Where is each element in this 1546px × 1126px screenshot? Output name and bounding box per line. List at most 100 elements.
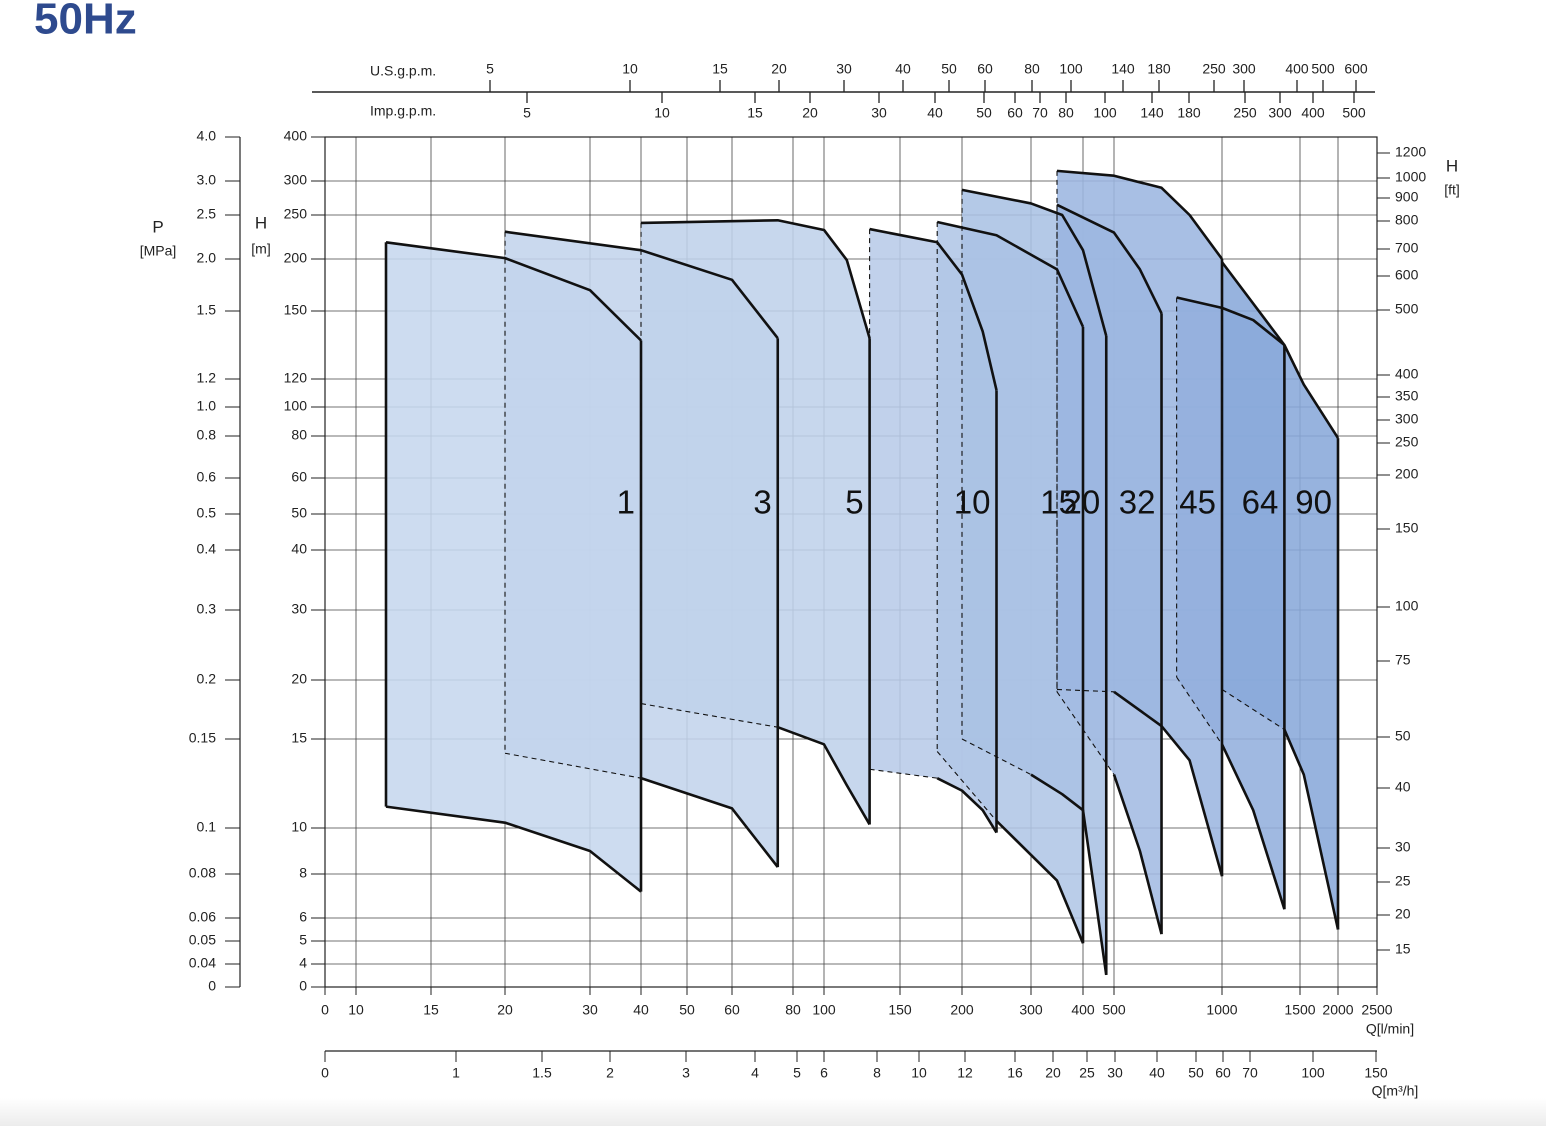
y2-tick-label: 25 bbox=[1395, 873, 1411, 889]
bottom-tick-label: 25 bbox=[1079, 1065, 1095, 1081]
top-tick-label: 180 bbox=[1147, 61, 1171, 77]
pump-area bbox=[641, 220, 870, 825]
y-tick-label: 0 bbox=[299, 978, 307, 994]
y2-tick-label: 40 bbox=[1395, 779, 1411, 795]
top-tick-label: 180 bbox=[1177, 105, 1201, 121]
y-tick-label: 400 bbox=[284, 128, 308, 144]
y-tick-label: 200 bbox=[284, 250, 308, 266]
p-tick-label: 1.5 bbox=[197, 302, 217, 318]
y-tick-label: 50 bbox=[291, 505, 307, 521]
top-tick-label: 50 bbox=[941, 61, 957, 77]
pump-min-curve bbox=[936, 776, 998, 834]
x-tick-label: 20 bbox=[497, 1002, 513, 1018]
pump-max-curve bbox=[936, 220, 1085, 328]
x-tick-label: 150 bbox=[888, 1002, 912, 1018]
top-tick-label: 60 bbox=[1007, 105, 1023, 121]
top-tick-label: 15 bbox=[712, 61, 728, 77]
bottom-tick-label: 6 bbox=[820, 1065, 828, 1081]
pump-min-curve bbox=[640, 776, 779, 868]
bottom-tick-label: 3 bbox=[682, 1065, 690, 1081]
y-tick-label: 5 bbox=[299, 932, 307, 948]
pump-min-curve-dashed bbox=[1056, 688, 1115, 693]
x-tick-label: 300 bbox=[1019, 1002, 1043, 1018]
pump-max-curve bbox=[961, 188, 1108, 337]
p-tick-label: 3.0 bbox=[197, 172, 217, 188]
pump-max-curve bbox=[1220, 261, 1340, 439]
y-tick-label: 300 bbox=[284, 172, 308, 188]
y-tick-label: 15 bbox=[291, 730, 307, 746]
p-tick-label: 2.5 bbox=[197, 206, 217, 222]
top-tick-label: 300 bbox=[1268, 105, 1292, 121]
top-tick-label: 50 bbox=[976, 105, 992, 121]
p-tick-label: 0.3 bbox=[197, 601, 217, 617]
bottom-tick-label: 1.5 bbox=[532, 1065, 552, 1081]
top-tick-label: 500 bbox=[1342, 105, 1366, 121]
p-axis-unit: [MPa] bbox=[140, 243, 177, 259]
y-tick-label: 60 bbox=[291, 469, 307, 485]
pump-max-curve bbox=[385, 240, 642, 342]
bottom-tick-label: 50 bbox=[1188, 1065, 1204, 1081]
p-tick-label: 4.0 bbox=[197, 128, 217, 144]
bottom-tick-label: 12 bbox=[957, 1065, 973, 1081]
x-tick-label: 30 bbox=[582, 1002, 598, 1018]
y2-tick-label: 700 bbox=[1395, 240, 1419, 256]
y-tick-label: 120 bbox=[284, 370, 308, 386]
y2-tick-label: 15 bbox=[1395, 941, 1411, 957]
top-tick-label: 80 bbox=[1058, 105, 1074, 121]
x-tick-label: 100 bbox=[812, 1002, 836, 1018]
p-tick-label: 0.06 bbox=[189, 909, 216, 925]
y2-axis-label: H bbox=[1446, 156, 1458, 175]
pump-label: 20 bbox=[1064, 484, 1101, 521]
top-tick-label: 140 bbox=[1140, 105, 1164, 121]
y-tick-label: 80 bbox=[291, 427, 307, 443]
top-axis-label: Imp.g.p.m. bbox=[370, 103, 436, 119]
top-tick-label: 400 bbox=[1301, 105, 1325, 121]
p-tick-label: 0.05 bbox=[189, 932, 216, 948]
top-tick-label: 600 bbox=[1344, 61, 1368, 77]
y2-tick-label: 150 bbox=[1395, 520, 1419, 536]
chart-title: 50Hz bbox=[34, 0, 137, 44]
p-tick-label: 0.4 bbox=[197, 541, 217, 557]
p-tick-label: 0.6 bbox=[197, 469, 217, 485]
y2-tick-label: 100 bbox=[1395, 598, 1419, 614]
pump-min-curve-dashed bbox=[869, 768, 938, 779]
x-tick-label: 2000 bbox=[1322, 1002, 1353, 1018]
x-tick-label: 0 bbox=[321, 1002, 329, 1018]
y2-tick-label: 75 bbox=[1395, 652, 1411, 668]
top-tick-label: 100 bbox=[1093, 105, 1117, 121]
y2-tick-label: 350 bbox=[1395, 388, 1419, 404]
y-tick-label: 20 bbox=[291, 671, 307, 687]
y-tick-label: 250 bbox=[284, 206, 308, 222]
x-tick-label: 200 bbox=[950, 1002, 974, 1018]
x-tick-label: 500 bbox=[1102, 1002, 1126, 1018]
p-tick-label: 1.0 bbox=[197, 398, 217, 414]
pump-label: 5 bbox=[845, 484, 863, 521]
p-tick-label: 0.5 bbox=[197, 505, 217, 521]
pump-label: 15 bbox=[1040, 484, 1077, 521]
pump-label: 90 bbox=[1295, 484, 1332, 521]
p-tick-label: 2.0 bbox=[197, 250, 217, 266]
pump-label: 1 bbox=[617, 484, 635, 521]
x-tick-label: 1000 bbox=[1206, 1002, 1237, 1018]
p-axis-label: P bbox=[152, 217, 163, 236]
pump-label: 10 bbox=[954, 484, 991, 521]
bottom-tick-label: 2 bbox=[606, 1065, 614, 1081]
top-tick-label: 10 bbox=[654, 105, 670, 121]
pump-min-curve-dashed bbox=[1056, 691, 1115, 775]
top-tick-label: 500 bbox=[1311, 61, 1335, 77]
bottom-tick-label: 1 bbox=[452, 1065, 460, 1081]
pump-max-curve bbox=[1056, 169, 1224, 260]
y-tick-label: 40 bbox=[291, 541, 307, 557]
y-tick-label: 10 bbox=[291, 819, 307, 835]
y2-tick-label: 30 bbox=[1395, 839, 1411, 855]
top-tick-label: 250 bbox=[1202, 61, 1226, 77]
y2-tick-label: 300 bbox=[1395, 411, 1419, 427]
top-tick-label: 20 bbox=[771, 61, 787, 77]
x-axis-label: Q[l/min] bbox=[1366, 1021, 1414, 1037]
y2-axis-unit: [ft] bbox=[1444, 182, 1460, 198]
y2-tick-label: 400 bbox=[1395, 366, 1419, 382]
y-tick-label: 30 bbox=[291, 601, 307, 617]
y2-tick-label: 900 bbox=[1395, 189, 1419, 205]
